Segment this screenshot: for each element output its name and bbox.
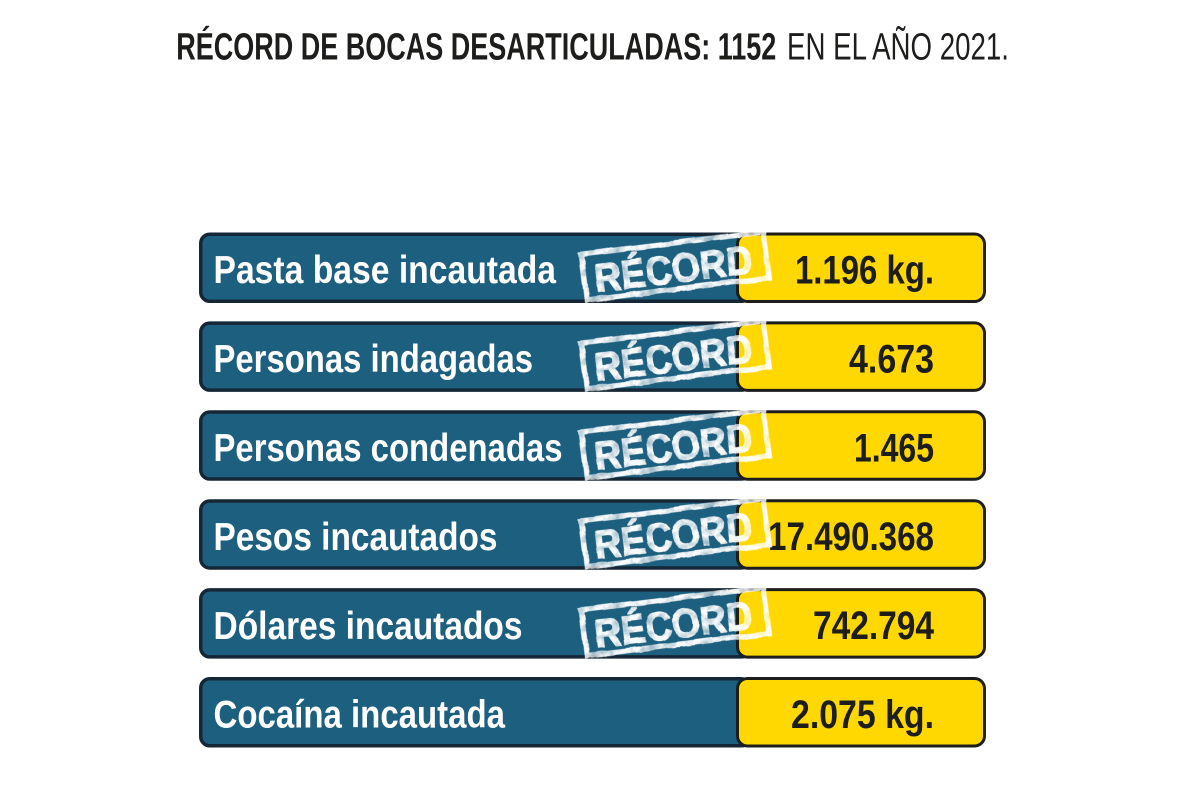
svg-text:1.465: 1.465 [854, 426, 934, 470]
svg-text:RÉCORD DE BOCAS DESARTICULADAS: RÉCORD DE BOCAS DESARTICULADAS: 1152 [176, 25, 776, 69]
svg-text:Pesos incautados: Pesos incautados [214, 516, 498, 559]
svg-text:1.196 kg.: 1.196 kg. [795, 249, 934, 293]
svg-text:742.794: 742.794 [813, 604, 935, 648]
svg-text:EN EL AÑO 2021.: EN EL AÑO 2021. [787, 26, 1009, 69]
svg-text:Cocaína incautada: Cocaína incautada [214, 694, 506, 737]
svg-text:Pasta base incautada: Pasta base incautada [214, 249, 557, 292]
svg-text:Dólares incautados: Dólares incautados [214, 605, 523, 648]
svg-text:4.673: 4.673 [849, 337, 934, 381]
svg-text:2.075 kg.: 2.075 kg. [791, 693, 934, 737]
svg-text:Personas indagadas: Personas indagadas [214, 338, 534, 381]
svg-text:Personas condenadas: Personas condenadas [214, 427, 563, 470]
svg-text:17.490.368: 17.490.368 [768, 515, 934, 559]
